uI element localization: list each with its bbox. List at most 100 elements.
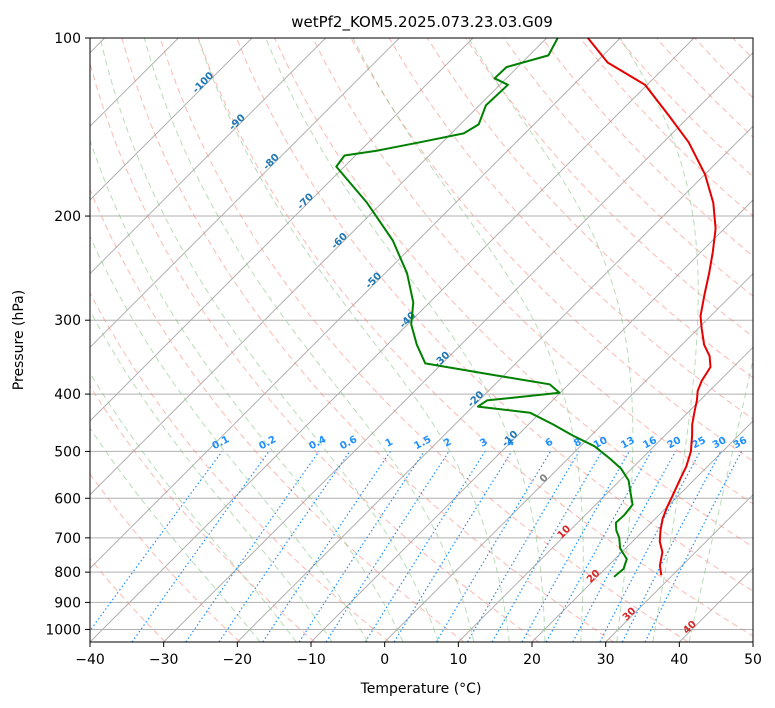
- dry-adiabat: [90, 291, 390, 642]
- isotherm-label: 20: [585, 568, 603, 586]
- mixing-ratio-line: [131, 451, 270, 642]
- profile-series: [335, 38, 717, 578]
- dry-adiabat: [90, 188, 465, 642]
- mixing-ratio-line: [545, 451, 652, 642]
- dry-adiabat: [350, 38, 753, 462]
- mixing-ratio-label: 2: [442, 437, 453, 450]
- y-tick-label: 900: [54, 595, 81, 611]
- isotherm-gridline: [90, 38, 253, 201]
- dry-adiabat: [121, 38, 614, 642]
- y-tick-label: 500: [54, 444, 81, 460]
- dry-adiabat: [90, 473, 241, 642]
- axis-ticks: −40 −30 −20 −10 0 10 20 30 40 5010020030040050060…: [45, 31, 762, 668]
- x-tick-label: 30: [597, 652, 615, 668]
- background-lines: [90, 38, 775, 642]
- isotherm-label: -50: [364, 271, 385, 292]
- y-tick-label: 200: [54, 209, 81, 225]
- mixing-ratio-label: 36: [732, 435, 749, 451]
- isotherm-gridline: [531, 420, 753, 642]
- isotherm-gridline: [310, 199, 753, 642]
- moist-adiabat: [352, 38, 584, 642]
- isotherm-gridline: [678, 567, 753, 642]
- isotherm-gridline: [90, 38, 695, 642]
- isotherm-label: -90: [227, 112, 248, 133]
- y-tick-label: 400: [54, 387, 81, 403]
- isotherm-gridline: [163, 51, 753, 642]
- mixing-ratio-label: 1: [384, 437, 395, 450]
- dry-adiabat: [90, 61, 540, 642]
- dewpoint-line: [335, 38, 634, 578]
- dry-adiabat: [236, 38, 753, 592]
- y-tick-label: 100: [54, 31, 81, 47]
- moist-adiabat: [265, 38, 546, 642]
- mixing-ratio-line: [644, 451, 743, 642]
- x-tick-label: −20: [223, 652, 253, 668]
- x-tick-label: −40: [75, 652, 105, 668]
- moist-adiabat: [90, 427, 261, 642]
- x-tick-label: 40: [670, 652, 688, 668]
- mixing-ratio-label: 3: [478, 437, 489, 450]
- mixing-ratio-label: 8: [572, 437, 583, 450]
- mixing-ratio-label: 4: [505, 437, 516, 450]
- x-tick-label: 10: [449, 652, 467, 668]
- isotherm-label: -70: [295, 191, 316, 212]
- isotherm-gridline: [457, 346, 753, 642]
- isotherm-label: -10: [500, 429, 521, 450]
- mixing-ratio-line: [262, 451, 391, 642]
- mixing-ratio-line: [599, 451, 701, 642]
- mixing-ratio-line: [90, 451, 223, 632]
- moist-adiabat: [619, 38, 699, 642]
- isotherm-gridline: [236, 125, 753, 642]
- y-tick-label: 300: [54, 313, 81, 329]
- mixing-ratio-line: [435, 451, 552, 642]
- isotherm-label: -40: [398, 310, 419, 331]
- moist-adiabat: [90, 309, 333, 642]
- dry-adiabat: [771, 38, 775, 642]
- mixing-ratio-label: 10: [592, 435, 609, 451]
- x-tick-label: −30: [149, 652, 179, 668]
- isotherm-gridline: [90, 38, 400, 349]
- dry-adiabat: [656, 38, 753, 138]
- mixing-ratio-line: [298, 451, 425, 642]
- moist-adiabat: [90, 139, 404, 642]
- mixing-ratio-label: 16: [641, 435, 658, 451]
- mixing-ratio-line: [218, 451, 351, 642]
- moist-adiabat: [197, 38, 510, 642]
- dry-adiabat: [312, 38, 753, 505]
- mixing-ratio-line: [621, 451, 722, 642]
- isotherm-gridline: [90, 38, 474, 422]
- line-labels: 0.1 0.2 0.4 0.6 1 1.5 2 3 4 6 8 10 13 16 20 25 30 36-100-…: [191, 70, 749, 636]
- x-tick-label: 20: [523, 652, 541, 668]
- y-axis-label: Pressure (hPa): [11, 290, 27, 390]
- moist-adiabat: [468, 38, 634, 642]
- mixing-ratio-label: 0.1: [211, 434, 232, 452]
- isotherm-gridline: [605, 493, 753, 642]
- y-tick-label: 1000: [45, 622, 81, 638]
- moist-adiabat: [688, 356, 753, 642]
- y-tick-label: 700: [54, 531, 81, 547]
- isotherm-label: -80: [261, 152, 282, 173]
- dry-adiabat: [465, 38, 753, 338]
- moist-adiabat: [90, 372, 297, 642]
- x-tick-label: 50: [744, 652, 762, 668]
- isotherm-label: 0: [538, 472, 551, 485]
- isotherm-gridline: [384, 272, 753, 642]
- mixing-ratio-line: [521, 451, 630, 642]
- dry-adiabat: [426, 38, 753, 379]
- isotherm-label: 40: [681, 619, 699, 637]
- mixing-ratio-line: [393, 451, 513, 642]
- isotherm-label: 30: [621, 606, 639, 624]
- isotherm-gridline: [752, 641, 753, 642]
- mixing-ratio-line: [325, 451, 450, 642]
- dry-adiabat: [197, 38, 753, 637]
- moist-adiabat: [99, 38, 439, 642]
- isotherm-gridline: [90, 38, 548, 496]
- isotherm-gridline: [90, 38, 327, 275]
- mixing-ratio-label: 20: [666, 435, 683, 451]
- y-tick-label: 600: [54, 491, 81, 507]
- moist-adiabat: [143, 38, 475, 642]
- plot-frame: [89, 37, 754, 643]
- dry-adiabat: [732, 38, 753, 60]
- moist-adiabat: [90, 235, 369, 642]
